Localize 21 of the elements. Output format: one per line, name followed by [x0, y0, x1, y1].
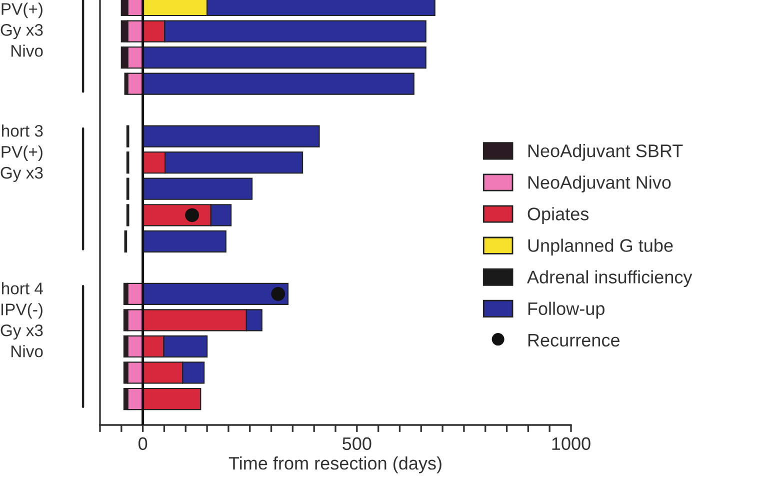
legend-label: NeoAdjuvant Nivo — [528, 176, 671, 192]
text: hort 3 PV(+) Gy x3 — [0, 124, 43, 182]
legend-label: Adrenal insufficiency — [527, 270, 692, 288]
legend-label: NeoAdjuvant SBRT — [528, 144, 683, 161]
legend-label: Recurrence — [528, 334, 620, 347]
bar — [142, 230, 226, 252]
bar — [142, 388, 202, 410]
x-tick-label: 500 — [342, 437, 372, 450]
legend-label: Unplanned G tube — [528, 238, 673, 256]
bar — [142, 125, 320, 148]
bar — [142, 46, 426, 69]
bar — [142, 282, 289, 305]
text: PV(+) Gy x3 Nivo — [0, 2, 43, 57]
x-tick-label: 0 — [138, 437, 148, 450]
bar — [142, 72, 414, 95]
x-tick-label: 1000 — [552, 437, 590, 450]
legend-label: Opiates — [528, 207, 589, 224]
x-axis-title: Time from resection (days) — [228, 456, 442, 474]
bar — [142, 178, 253, 200]
legend-label: Follow-up — [528, 302, 604, 319]
text: hort 4 IPV(-) Gy x3 Nivo — [0, 282, 43, 358]
